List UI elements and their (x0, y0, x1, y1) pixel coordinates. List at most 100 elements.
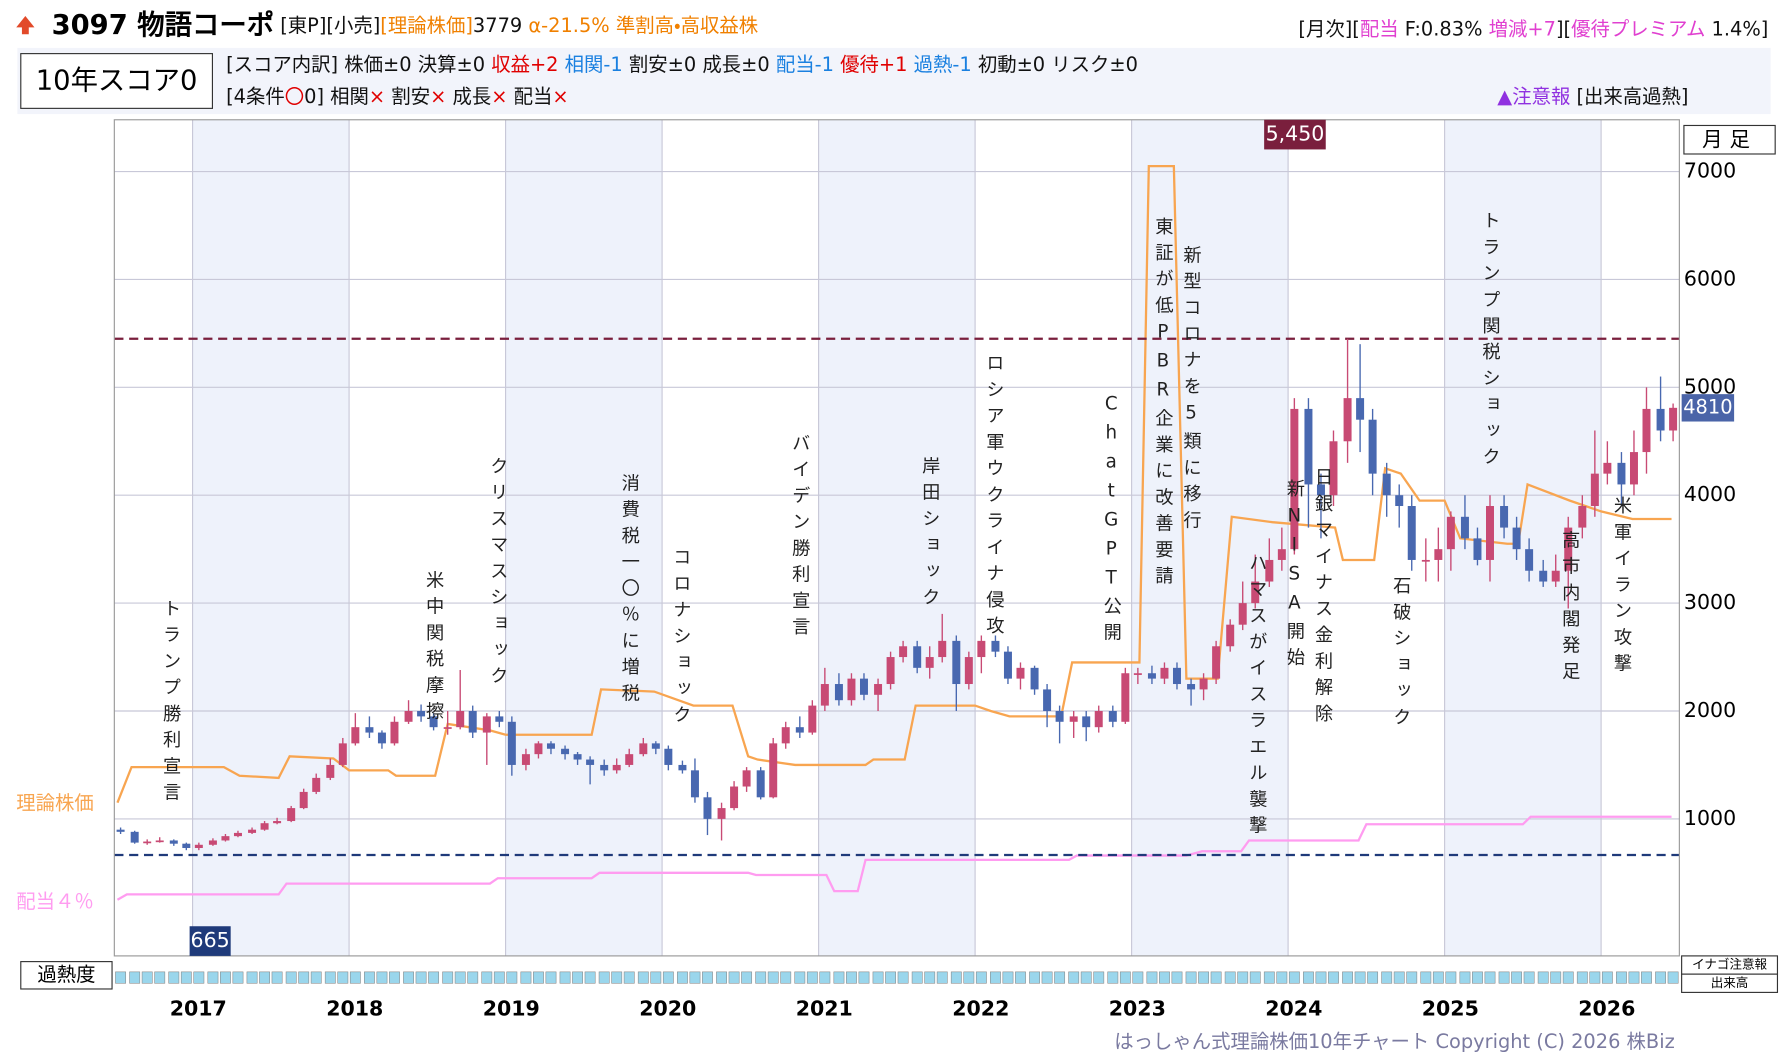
candle-body (507, 721, 516, 765)
overheat-cell (1655, 971, 1666, 984)
candle-body (130, 831, 139, 843)
candle-body (703, 797, 712, 819)
plot (114, 119, 1680, 956)
x-tick-label: 2023 (1109, 997, 1166, 1021)
x-tick-label: 2024 (1265, 997, 1322, 1021)
overheat-cell (271, 971, 283, 984)
candle-body (468, 710, 477, 733)
candle-body (1617, 462, 1626, 485)
overheat-cell (1576, 971, 1588, 984)
overheat-cell (1406, 971, 1418, 984)
header-line1-right: [月次][配当 F:0.83% 増減+7][優待プレミアム 1.4%] (1298, 17, 1768, 40)
event-annotation: 岸田ショック (919, 456, 940, 613)
x-tick-label: 2026 (1578, 997, 1635, 1021)
overheat-cell (911, 971, 923, 984)
event-annotation: 新型コロナを5類に移行 (1181, 245, 1202, 536)
candle-body (365, 727, 374, 733)
candle-body (1121, 673, 1130, 722)
last-price-box (1681, 394, 1735, 422)
event-annotation: ChatGPT公開 (1101, 394, 1122, 649)
overheat-cell (755, 971, 767, 984)
overheat-cell (780, 971, 792, 984)
candle-body (1512, 527, 1521, 550)
overheat-cell (598, 971, 610, 984)
candle-body (169, 840, 178, 844)
candle-body (1265, 559, 1274, 582)
overheat-cell (650, 971, 662, 984)
candle-body (561, 748, 570, 755)
candle-body (534, 743, 543, 755)
overheat-cell (220, 971, 231, 984)
candle-body (351, 727, 360, 744)
candle-body (1069, 716, 1078, 722)
overheat-cell (677, 971, 688, 984)
candle-body (1016, 667, 1025, 679)
overheat-cell (559, 971, 571, 984)
header-band (17, 47, 1771, 115)
overheat-cell (1276, 971, 1288, 984)
overheat-cell (168, 971, 180, 984)
x-tick-label: 2018 (326, 997, 383, 1021)
overheat-cell (1511, 971, 1523, 984)
candle-body (1055, 710, 1064, 722)
candle-body (795, 727, 804, 733)
candle-body (1382, 473, 1391, 496)
overheat-cell (1445, 971, 1457, 984)
candle-body (1434, 549, 1443, 560)
year-shade (1131, 119, 1289, 956)
candle-body (1212, 646, 1221, 679)
overheat-cell (1068, 971, 1080, 984)
ref-label: 5,450 (1266, 122, 1325, 146)
header-segment: 過熱-1 (914, 53, 972, 76)
candle-body (1446, 516, 1455, 550)
header-line2: [スコア内訳] 株価±0 決算±0 収益+2 相関-1 割安±0 成長±0 配当… (226, 53, 1138, 76)
event-annotation: 石破ショック (1390, 576, 1411, 733)
event-annotation: 新NISA開始 (1284, 479, 1305, 674)
candle-body (717, 808, 726, 819)
overheat-cell (833, 971, 845, 984)
overheat-cell (1303, 971, 1314, 984)
overheat-cell (924, 971, 936, 984)
candle-body (1407, 506, 1416, 560)
header-line3: [4条件〇0] 相関× 割安× 成長× 配当× (226, 84, 569, 107)
candle-body (1251, 581, 1260, 604)
overheat-cell (415, 971, 427, 984)
candle-body (1094, 710, 1103, 728)
candle-body (338, 743, 347, 765)
overheat-cell (1107, 971, 1119, 984)
x-tick-label: 2017 (170, 997, 227, 1021)
overheat-cell (1667, 971, 1679, 984)
x-tick-label: 2022 (952, 997, 1009, 1021)
event-annotation: ロシア軍ウクライナ侵攻 (983, 354, 1004, 643)
footer: はっしゃん式理論株価10年チャート Copyright (C) 2026 株Bi… (1114, 1030, 1675, 1053)
last-price: 4810 (1683, 395, 1732, 418)
candle-body (991, 640, 1000, 652)
header-segment: 0] 相関 (304, 84, 369, 107)
overheat-cell (741, 971, 753, 984)
overheat-cell (975, 971, 987, 984)
overheat-cell (1237, 971, 1249, 984)
year-shade (505, 119, 663, 956)
header-segment: 収益+2 (491, 53, 564, 76)
overheat-cell (1459, 971, 1471, 984)
candle-body (116, 829, 125, 832)
overheat-cell (794, 971, 806, 984)
overheat-cell (545, 971, 557, 984)
overheat-cell (207, 971, 219, 984)
candle-body (1277, 549, 1286, 560)
candle-body (820, 684, 829, 706)
header-segment: ▲注意報 (1497, 84, 1570, 107)
candle-body (1160, 667, 1169, 679)
candle-body (781, 727, 790, 744)
candle-body (417, 710, 426, 717)
candle-body (312, 777, 321, 792)
header-segment: F:0.83% (1399, 17, 1489, 40)
overheat-cell (1562, 971, 1574, 984)
candle-body (808, 705, 817, 733)
candle-body (964, 657, 973, 685)
overheat-cell (1249, 971, 1261, 984)
overheat-cell (1472, 971, 1483, 984)
overheat-cell (584, 971, 596, 984)
